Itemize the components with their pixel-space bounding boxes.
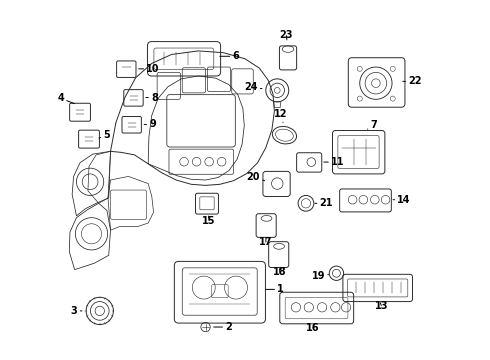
Text: 15: 15 xyxy=(202,216,216,225)
Text: 9: 9 xyxy=(144,120,156,129)
Text: 3: 3 xyxy=(71,306,82,316)
Text: 17: 17 xyxy=(259,237,272,247)
Text: 5: 5 xyxy=(99,130,110,140)
Text: 22: 22 xyxy=(403,76,422,86)
Text: 6: 6 xyxy=(220,51,239,61)
Text: 21: 21 xyxy=(315,198,333,208)
Text: 18: 18 xyxy=(273,267,287,277)
Text: 10: 10 xyxy=(139,64,160,74)
Text: 19: 19 xyxy=(312,271,329,281)
Text: 11: 11 xyxy=(324,157,344,167)
Text: 2: 2 xyxy=(214,322,232,332)
Text: 20: 20 xyxy=(246,172,265,182)
Text: 14: 14 xyxy=(393,195,411,205)
Text: 23: 23 xyxy=(279,31,293,40)
Text: 4: 4 xyxy=(57,93,74,104)
Text: 12: 12 xyxy=(274,109,288,122)
Text: 24: 24 xyxy=(244,82,262,93)
Text: 8: 8 xyxy=(146,93,158,103)
Text: 13: 13 xyxy=(374,301,388,311)
Text: 1: 1 xyxy=(266,284,284,294)
Text: 7: 7 xyxy=(368,121,377,130)
Text: 16: 16 xyxy=(306,323,320,333)
